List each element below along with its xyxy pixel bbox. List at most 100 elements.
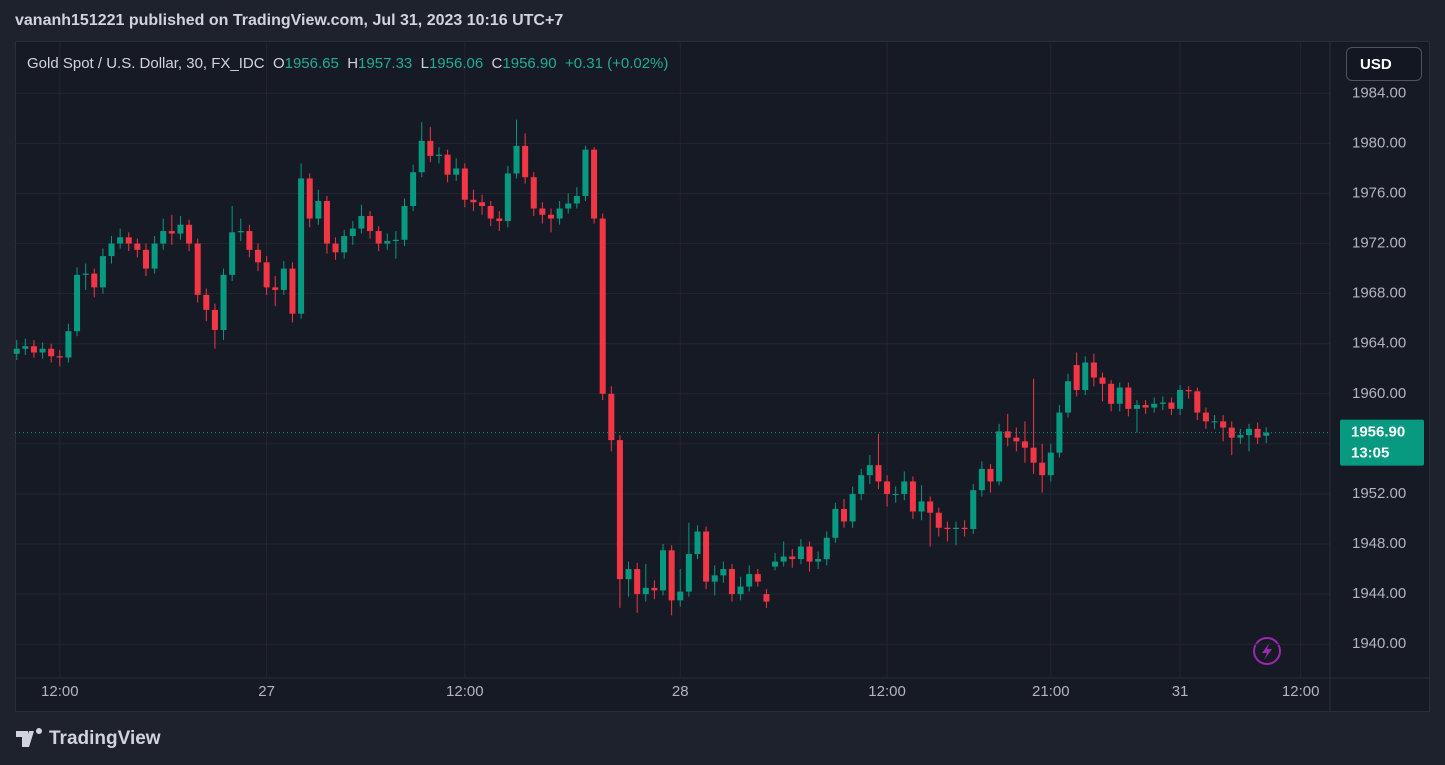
candle-body: [272, 287, 279, 290]
candle-body: [332, 243, 339, 253]
candle-body: [1245, 428, 1253, 436]
y-tick-label: 1972.00: [1352, 235, 1406, 252]
candle-body: [427, 140, 434, 156]
candle-body: [970, 490, 977, 530]
candle-body: [487, 206, 494, 219]
candle-body: [1090, 362, 1097, 378]
candle-body: [108, 243, 115, 257]
candle-body: [935, 512, 942, 528]
candle-body: [573, 195, 580, 204]
candle-body: [1194, 391, 1201, 413]
candle-body: [565, 203, 572, 209]
candle-body: [530, 177, 537, 209]
candle-body: [306, 178, 313, 219]
candle-body: [194, 243, 201, 295]
candle-body: [220, 274, 227, 330]
candle-body: [418, 140, 425, 173]
candle-body: [728, 569, 735, 595]
candle-body: [797, 546, 804, 560]
candle-body: [840, 508, 848, 522]
candle-body: [1065, 381, 1072, 413]
candle-body: [134, 243, 141, 250]
candle-body: [410, 172, 417, 207]
candle-body: [608, 393, 615, 441]
candle-body: [513, 145, 520, 174]
ohlc-name: H: [347, 55, 359, 72]
candle-body: [65, 331, 72, 358]
candle-body: [1047, 452, 1054, 476]
candle-body: [30, 346, 37, 353]
candle-body: [1030, 447, 1037, 463]
candle-body: [694, 531, 701, 555]
change: +0.31 (+0.02%): [564, 55, 669, 72]
y-tick-label: 1964.00: [1352, 335, 1406, 352]
y-tick-label: 1968.00: [1352, 285, 1406, 302]
candle-body: [806, 546, 813, 562]
candle-body: [56, 356, 63, 358]
candle-body: [720, 569, 727, 576]
candle-body: [1185, 390, 1192, 392]
candle-body: [1211, 421, 1218, 423]
candle-body: [186, 224, 193, 244]
candle-body: [918, 501, 925, 512]
candle-body: [358, 216, 365, 229]
chart-panel: [15, 41, 1430, 712]
candle-body: [1013, 437, 1020, 442]
price-tag: [1340, 419, 1424, 466]
candle-body: [1254, 428, 1261, 438]
candle-body: [522, 145, 529, 178]
logo-text: TradingView: [49, 728, 161, 750]
publish-header: vananh151221 published on TradingView.co…: [15, 12, 564, 29]
candle-body: [780, 556, 787, 562]
legend: Gold Spot / U.S. Dollar, 30, FX_IDC O195…: [27, 55, 668, 72]
candle-body: [832, 508, 839, 538]
candle-body: [944, 527, 951, 530]
candle-body: [539, 208, 546, 215]
y-tick-label: 1980.00: [1352, 134, 1406, 151]
candle-body: [177, 224, 184, 234]
candle-body: [254, 249, 262, 263]
candle-body: [677, 591, 684, 601]
ohlc-name: O: [272, 55, 285, 72]
candle-body: [479, 202, 486, 207]
candle-body: [1116, 387, 1123, 404]
candle-body: [48, 348, 55, 357]
x-tick-label: 12:00: [868, 683, 906, 700]
ohlc-name: L: [420, 55, 429, 72]
x-tick-label: 12:00: [446, 683, 484, 700]
candle-body: [909, 481, 916, 512]
candle-body: [866, 465, 873, 476]
candle-body: [987, 468, 994, 482]
candle-body: [39, 348, 46, 353]
candle-body: [901, 481, 908, 494]
x-tick-label: 31: [1172, 683, 1189, 700]
y-tick-label: 1944.00: [1352, 585, 1406, 602]
candle-body: [375, 231, 382, 244]
candle-body: [349, 228, 356, 237]
candle-body: [625, 569, 632, 580]
candle-body: [591, 149, 598, 219]
candle-body: [99, 256, 106, 288]
currency-button[interactable]: USD: [1346, 47, 1422, 81]
ohlc-value: 1957.33: [358, 55, 413, 72]
lightning-icon: [1253, 637, 1281, 665]
candle-body: [237, 231, 244, 233]
x-tick-label: 27: [258, 683, 275, 700]
price-tag-label: 1956.90: [1351, 424, 1405, 441]
candle-body: [160, 231, 167, 244]
y-tick-label: 1984.00: [1352, 84, 1406, 101]
candle-body: [453, 168, 460, 175]
candle-body: [117, 237, 124, 244]
candle-body: [444, 154, 451, 175]
x-tick-label: 28: [672, 683, 689, 700]
candle-body: [789, 556, 796, 560]
candle-body: [13, 348, 20, 354]
candle-body: [961, 527, 968, 530]
candle-body: [401, 206, 408, 240]
x-tick-label: 12:00: [1282, 683, 1320, 700]
candle-body: [1099, 377, 1106, 384]
candle-body: [82, 273, 89, 275]
candle-body: [1151, 403, 1158, 408]
